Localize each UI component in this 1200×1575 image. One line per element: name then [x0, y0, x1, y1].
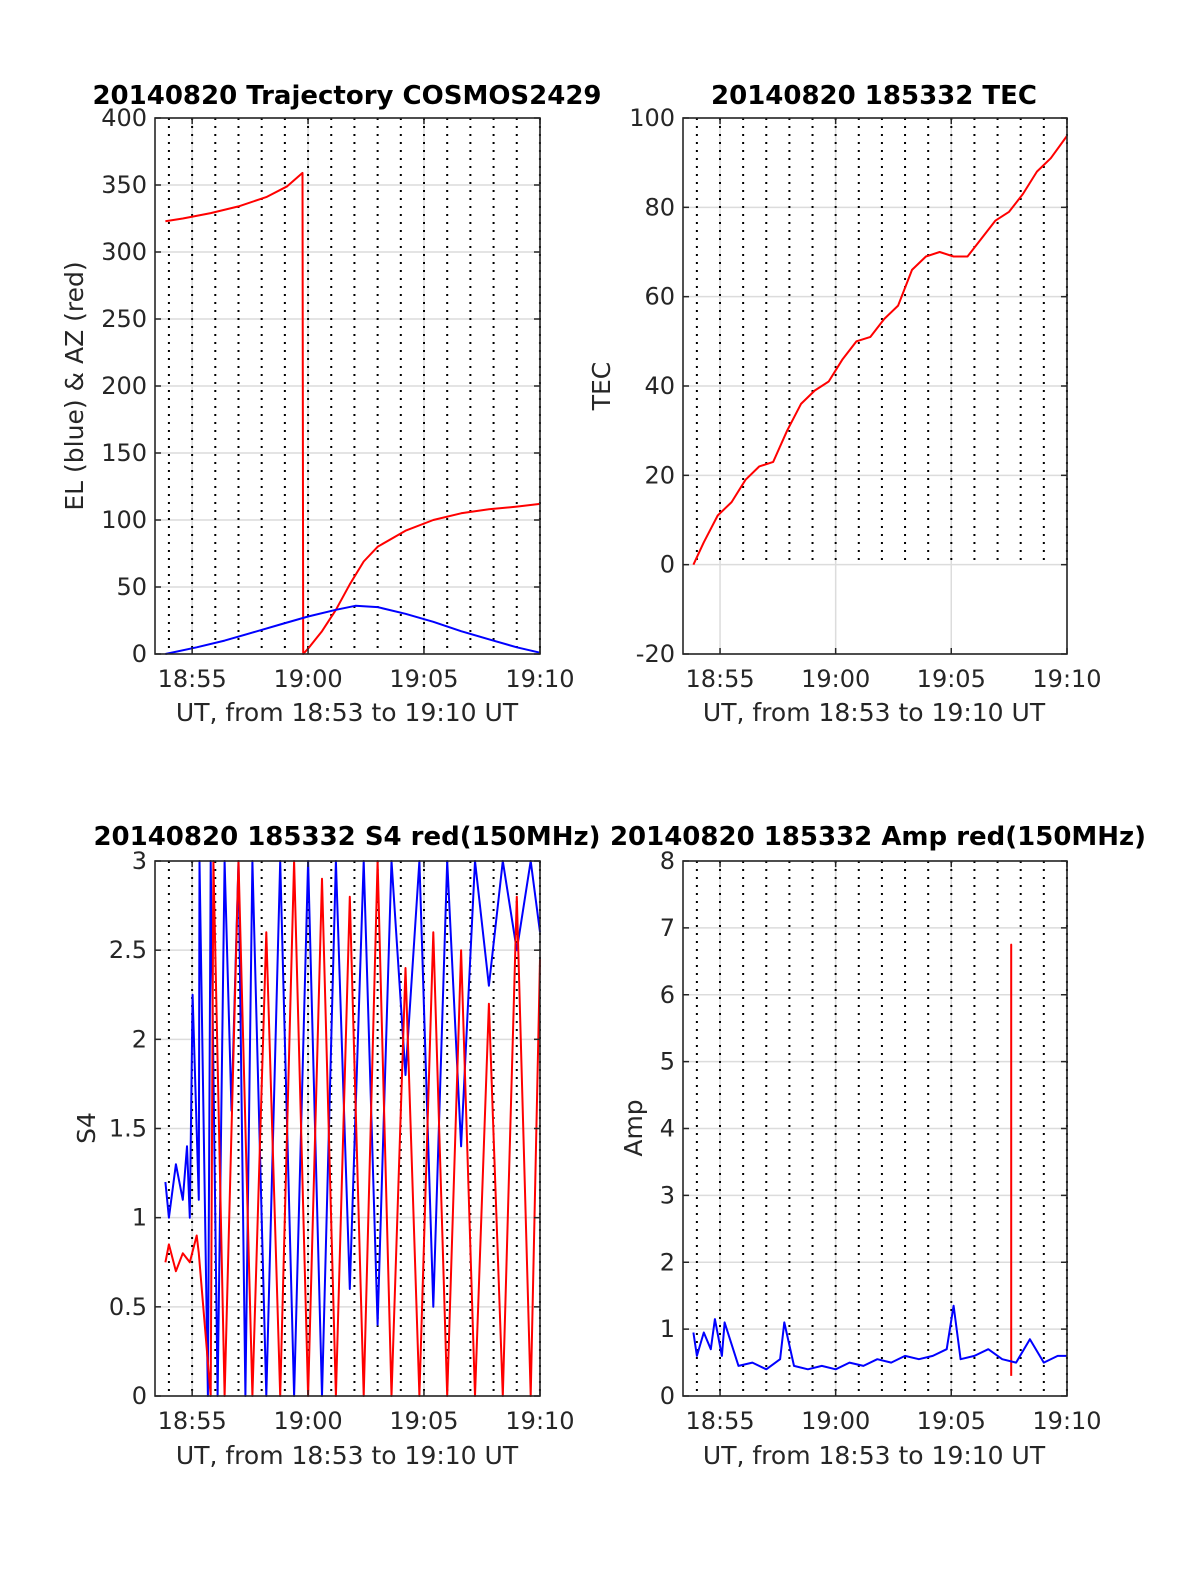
chart-title: 20140820 Trajectory COSMOS2429: [92, 81, 601, 111]
y-tick-label: 100: [629, 104, 675, 132]
chart-title: 20140820 185332 S4 red(150MHz): [93, 822, 600, 852]
series-line-blue: [692, 1304, 1067, 1371]
y-axis-label: EL (blue) & AZ (red): [60, 261, 89, 510]
y-tick-label: 50: [116, 573, 147, 601]
y-tick-label: 100: [101, 506, 147, 534]
x-tick-label: 19:05: [917, 1407, 986, 1435]
x-tick-label: 19:00: [801, 1407, 870, 1435]
y-tick-label: 200: [101, 372, 147, 400]
y-tick-label: 300: [101, 238, 147, 266]
y-axis-label: Amp: [619, 1099, 648, 1156]
y-tick-label: 80: [644, 193, 675, 221]
y-tick-label: 3: [132, 847, 147, 875]
x-tick-label: 19:00: [273, 1407, 342, 1435]
x-tick-label: 19:05: [389, 1407, 458, 1435]
panel-tec: 20140820 185332 TEC UT, from 18:53 to 19…: [587, 81, 1102, 727]
y-tick-label: 2.5: [109, 936, 147, 964]
y-tick-label: 0: [132, 640, 147, 668]
y-tick-label: 3: [660, 1181, 675, 1209]
x-axis-label: UT, from 18:53 to 19:10 UT: [176, 1441, 519, 1470]
y-tick-label: 350: [101, 171, 147, 199]
y-tick-label: 60: [644, 283, 675, 311]
x-tick-label: 19:10: [1032, 665, 1101, 693]
x-tick-label: 19:10: [505, 1407, 574, 1435]
panel-trajectory: 20140820 Trajectory COSMOS2429 UT, from …: [60, 81, 602, 727]
x-tick-label: 19:10: [1032, 1407, 1101, 1435]
x-tick-label: 18:55: [685, 665, 754, 693]
y-tick-label: 2: [660, 1248, 675, 1276]
y-tick-label: 40: [644, 372, 675, 400]
y-tick-label: 7: [660, 914, 675, 942]
x-axis-label: UT, from 18:53 to 19:10 UT: [703, 698, 1046, 727]
x-axis-label: UT, from 18:53 to 19:10 UT: [703, 1441, 1046, 1470]
y-tick-label: 2: [132, 1025, 147, 1053]
y-tick-label: 0.5: [109, 1293, 147, 1321]
y-tick-label: 8: [660, 847, 675, 875]
x-tick-label: 19:00: [273, 665, 342, 693]
y-tick-label: 250: [101, 305, 147, 333]
x-tick-label: 19:00: [801, 665, 870, 693]
x-axis-label: UT, from 18:53 to 19:10 UT: [176, 698, 519, 727]
y-tick-label: -20: [636, 640, 675, 668]
y-tick-label: 150: [101, 439, 147, 467]
series-line-red: [165, 171, 541, 655]
y-tick-label: 20: [644, 461, 675, 489]
y-tick-label: 0: [660, 551, 675, 579]
x-tick-label: 18:55: [685, 1407, 754, 1435]
series-line-red: [164, 860, 541, 1397]
x-tick-label: 19:05: [917, 665, 986, 693]
y-tick-label: 1.5: [109, 1115, 147, 1143]
y-tick-label: 0: [660, 1382, 675, 1410]
y-tick-label: 1: [660, 1315, 675, 1343]
y-tick-label: 0: [132, 1382, 147, 1410]
panel-amplitude: 20140820 185332 Amp red(150MHz) UT, from…: [610, 822, 1146, 1470]
y-tick-label: 5: [660, 1048, 675, 1076]
x-tick-label: 18:55: [158, 665, 227, 693]
y-tick-label: 6: [660, 981, 675, 1009]
chart-title: 20140820 185332 TEC: [711, 81, 1037, 111]
y-tick-label: 1: [132, 1204, 147, 1232]
series-line-blue: [165, 604, 541, 655]
x-tick-label: 18:55: [158, 1407, 227, 1435]
x-tick-label: 19:10: [505, 665, 574, 693]
y-tick-label: 4: [660, 1115, 675, 1143]
chart-title: 20140820 185332 Amp red(150MHz): [610, 822, 1146, 852]
series-line-red: [692, 135, 1068, 566]
panel-s4: 20140820 185332 S4 red(150MHz) UT, from …: [72, 822, 601, 1470]
y-tick-label: 400: [101, 104, 147, 132]
x-tick-label: 19:05: [389, 665, 458, 693]
y-axis-label: TEC: [587, 362, 616, 412]
y-axis-label: S4: [72, 1112, 101, 1144]
